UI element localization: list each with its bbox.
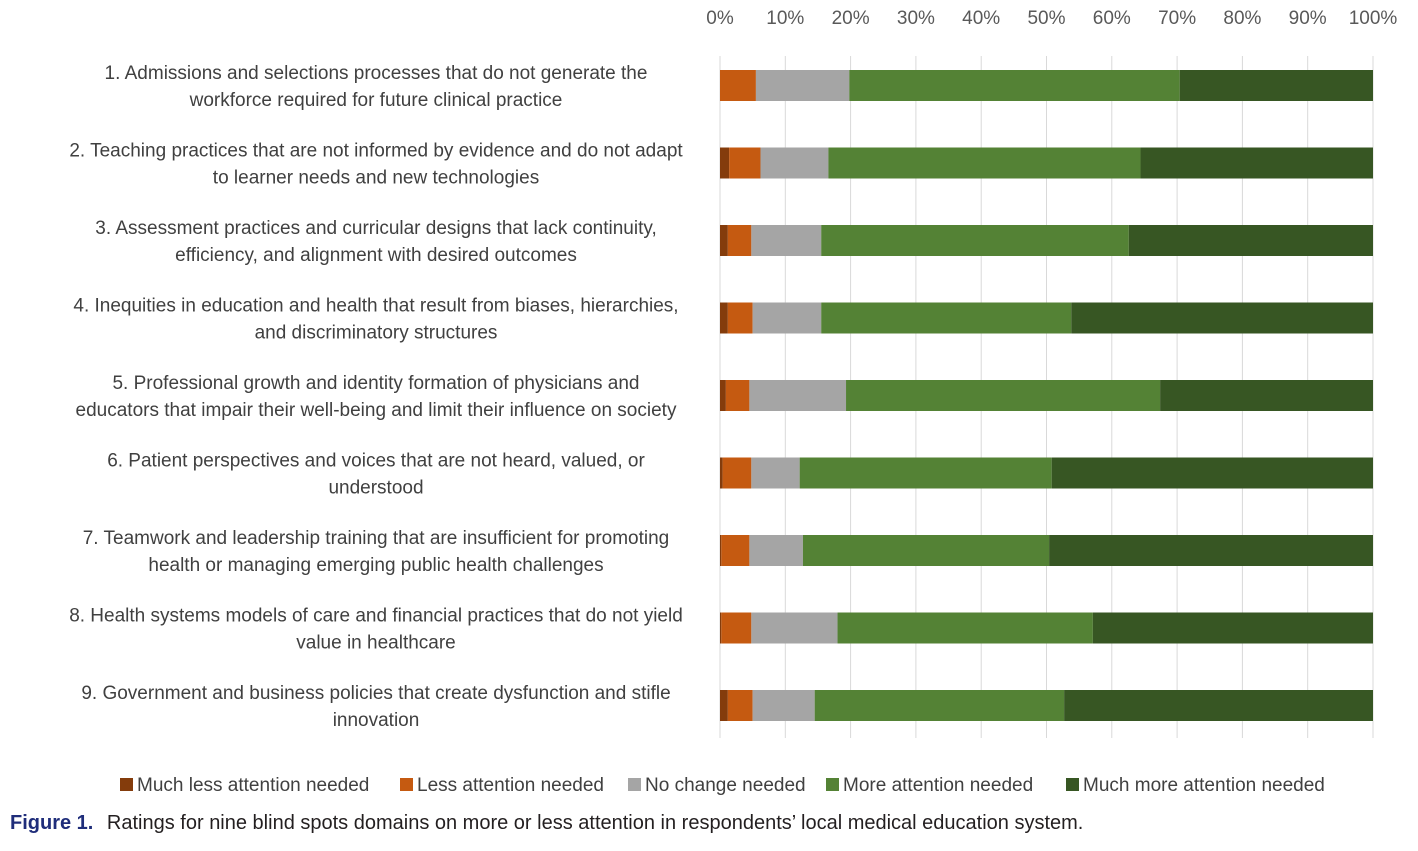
bar-segment bbox=[799, 457, 1052, 489]
category-label: value in healthcare bbox=[296, 633, 456, 654]
bar-segment bbox=[721, 612, 752, 644]
bar-segment bbox=[1128, 225, 1373, 256]
bar-segment bbox=[727, 225, 752, 256]
legend-label: More attention needed bbox=[843, 775, 1033, 796]
x-tick-label: 40% bbox=[962, 8, 1000, 29]
bar-segment bbox=[1051, 457, 1373, 489]
bar-segment bbox=[1071, 302, 1373, 334]
bar-segment bbox=[751, 457, 800, 489]
legend-label: Less attention needed bbox=[417, 775, 604, 796]
bar-segment bbox=[821, 302, 1072, 334]
x-tick-label: 80% bbox=[1223, 8, 1261, 29]
bar-segment bbox=[1092, 612, 1373, 644]
category-label: innovation bbox=[333, 710, 420, 731]
x-tick-label: 90% bbox=[1289, 8, 1327, 29]
legend-swatch bbox=[1066, 778, 1079, 791]
category-label: 8. Health systems models of care and fin… bbox=[69, 606, 683, 627]
bar-segment bbox=[821, 225, 1129, 256]
bar-segment bbox=[1179, 70, 1373, 101]
bar-segment bbox=[1160, 380, 1373, 411]
bar-segment bbox=[755, 70, 850, 101]
category-label: health or managing emerging public healt… bbox=[148, 555, 603, 576]
bar-segment bbox=[752, 690, 815, 721]
bars bbox=[720, 70, 1373, 721]
bar-segment bbox=[837, 612, 1093, 644]
bar-segment bbox=[1064, 690, 1373, 721]
bar-segment bbox=[749, 535, 803, 566]
bar-segment bbox=[749, 380, 847, 411]
legend-swatch bbox=[120, 778, 133, 791]
category-label: 7. Teamwork and leadership training that… bbox=[83, 528, 670, 549]
bar-segment bbox=[720, 302, 728, 334]
bar-segment bbox=[752, 302, 822, 334]
bar-segment bbox=[729, 147, 761, 179]
x-tick-label: 30% bbox=[897, 8, 935, 29]
category-label: 2. Teaching practices that are not infor… bbox=[69, 141, 683, 162]
bar-segment bbox=[720, 225, 728, 256]
category-label: 4. Inequities in education and health th… bbox=[73, 296, 678, 317]
category-labels: 1. Admissions and selections processes t… bbox=[69, 63, 683, 731]
figure-label: Figure 1. bbox=[10, 812, 94, 834]
bar-segment bbox=[720, 457, 723, 489]
legend-label: Much more attention needed bbox=[1083, 775, 1325, 796]
x-tick-label: 60% bbox=[1093, 8, 1131, 29]
bar-segment bbox=[720, 535, 722, 566]
bar-segment bbox=[760, 147, 829, 179]
bar-segment bbox=[751, 225, 822, 256]
legend-swatch bbox=[826, 778, 839, 791]
bar-segment bbox=[720, 690, 728, 721]
category-label: to learner needs and new technologies bbox=[213, 168, 539, 189]
bar-segment bbox=[720, 612, 722, 644]
category-label: 6. Patient perspectives and voices that … bbox=[107, 451, 645, 472]
category-label: and discriminatory structures bbox=[255, 323, 498, 344]
category-label: 1. Admissions and selections processes t… bbox=[105, 63, 648, 84]
category-label: understood bbox=[328, 478, 423, 499]
bar-segment bbox=[814, 690, 1065, 721]
x-tick-label: 10% bbox=[766, 8, 804, 29]
figure-caption-text: Ratings for nine blind spots domains on … bbox=[106, 812, 1084, 834]
bar-segment bbox=[720, 380, 726, 411]
bar-segment bbox=[727, 302, 753, 334]
bar-segment bbox=[720, 70, 756, 101]
category-label: 3. Assessment practices and curricular d… bbox=[95, 218, 656, 239]
bar-segment bbox=[802, 535, 1050, 566]
bar-segment bbox=[727, 690, 753, 721]
bar-segment bbox=[721, 535, 750, 566]
bar-segment bbox=[828, 147, 1141, 179]
x-axis-ticks: 0% 10% 20% 30% 40% 50% 60% 70% 80% 90% 100% bbox=[706, 8, 1397, 29]
bar-segment bbox=[846, 380, 1161, 411]
category-label: 9. Government and business policies that… bbox=[81, 683, 670, 704]
x-tick-label: 20% bbox=[832, 8, 870, 29]
category-label: educators that impair their well-being a… bbox=[76, 400, 677, 421]
bar-segment bbox=[722, 457, 752, 489]
category-label: 5. Professional growth and identity form… bbox=[112, 373, 639, 394]
legend-label: Much less attention needed bbox=[137, 775, 369, 796]
bar-segment bbox=[1140, 147, 1373, 179]
bar-segment bbox=[751, 612, 838, 644]
x-tick-label: 100% bbox=[1349, 8, 1398, 29]
x-tick-label: 70% bbox=[1158, 8, 1196, 29]
bar-segment bbox=[725, 380, 750, 411]
legend-swatch bbox=[628, 778, 641, 791]
bar-segment bbox=[849, 70, 1180, 101]
category-label: workforce required for future clinical p… bbox=[189, 90, 563, 111]
category-label: efficiency, and alignment with desired o… bbox=[175, 245, 577, 266]
x-tick-label: 0% bbox=[706, 8, 734, 29]
legend-swatch bbox=[400, 778, 413, 791]
x-tick-label: 50% bbox=[1027, 8, 1065, 29]
legend-label: No change needed bbox=[645, 775, 806, 796]
bar-segment bbox=[1049, 535, 1373, 566]
figure-caption: Figure 1. Ratings for nine blind spots d… bbox=[10, 812, 1083, 835]
legend: Much less attention needed Less attention… bbox=[120, 775, 1325, 796]
bar-segment bbox=[720, 147, 730, 179]
stacked-bar-chart: 0% 10% 20% 30% 40% 50% 60% 70% 80% 90% 100% 1. Adm… bbox=[69, 8, 1397, 796]
